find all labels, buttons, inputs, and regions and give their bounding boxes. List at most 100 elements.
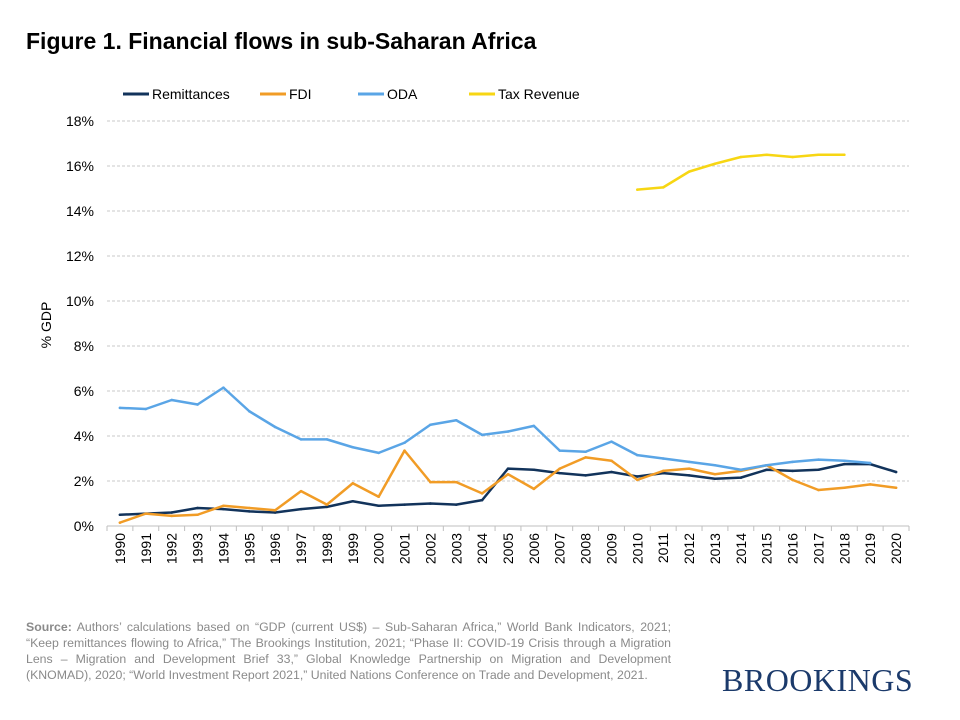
line-chart: Remittances FDI ODA Tax Revenue 0% 2% 4% 6% 8% 1…	[38, 86, 910, 564]
point-oda	[351, 445, 355, 449]
point-remittances	[170, 511, 173, 514]
point-remittances	[351, 499, 355, 503]
x-tick-label: 2000	[371, 533, 387, 564]
x-tick-label: 1995	[241, 533, 257, 564]
source-text: Authors’ calculations based on “GDP (cur…	[26, 620, 671, 682]
point-remittances	[403, 503, 406, 506]
x-tick-label: 1992	[164, 533, 180, 564]
legend-label: FDI	[289, 86, 312, 102]
point-remittances	[377, 504, 380, 508]
point-oda	[739, 468, 743, 472]
point-remittances	[713, 477, 717, 481]
y-axis-ticks: 0% 2% 4% 6% 8% 10% 12% 14% 16% 18%	[66, 113, 94, 534]
point-remittances	[843, 462, 846, 466]
gridlines	[107, 120, 909, 482]
point-fdi	[170, 514, 173, 518]
point-remittances	[325, 505, 329, 509]
legend-item-tax-revenue: Tax Revenue	[469, 86, 580, 102]
legend-item-fdi: FDI	[260, 86, 312, 102]
legend-label: Tax Revenue	[498, 86, 580, 102]
point-remittances	[480, 498, 484, 502]
point-fdi	[351, 481, 355, 485]
point-oda	[687, 460, 691, 464]
point-fdi	[610, 459, 613, 463]
point-fdi	[532, 487, 536, 491]
point-oda	[713, 463, 717, 467]
x-tick-label: 1996	[267, 533, 283, 564]
point-oda	[817, 458, 820, 461]
point-remittances	[532, 468, 536, 472]
point-remittances	[506, 467, 510, 470]
line-oda	[118, 386, 872, 471]
x-tick-label: 1999	[345, 533, 361, 564]
point-remittances	[222, 507, 225, 511]
y-tick-label: 8%	[74, 338, 94, 354]
point-fdi	[584, 456, 587, 459]
point-fdi	[868, 483, 872, 486]
point-oda	[868, 461, 872, 465]
y-tick-label: 18%	[66, 113, 94, 129]
x-tick-label: 2016	[785, 533, 801, 564]
x-tick-label: 1991	[138, 533, 154, 564]
point-remittances	[299, 507, 303, 511]
x-tick-label: 1993	[190, 533, 206, 564]
point-fdi	[273, 508, 277, 512]
point-oda	[506, 430, 510, 433]
point-oda	[325, 438, 329, 441]
point-fdi	[558, 467, 562, 470]
line-fdi	[118, 449, 898, 524]
point-fdi	[480, 492, 484, 495]
x-tick-label: 2006	[526, 533, 542, 564]
point-tax-revenue	[739, 155, 743, 159]
point-tax-revenue	[765, 153, 769, 157]
point-remittances	[894, 470, 898, 474]
point-fdi	[894, 486, 898, 490]
point-remittances	[429, 502, 432, 505]
point-fdi	[687, 467, 691, 470]
point-oda	[247, 409, 251, 413]
x-tick-label: 1994	[215, 533, 231, 564]
point-tax-revenue	[817, 153, 820, 157]
point-oda	[661, 457, 665, 460]
y-tick-label: 12%	[66, 248, 94, 264]
point-fdi	[791, 478, 794, 482]
source-note: Source: Authors’ calculations based on “…	[26, 619, 671, 683]
series-oda	[118, 386, 872, 472]
point-remittances	[584, 474, 587, 477]
point-oda	[403, 441, 406, 445]
point-oda	[377, 451, 380, 455]
point-oda	[170, 398, 173, 402]
x-tick-label: 2008	[578, 533, 594, 564]
y-tick-label: 16%	[66, 158, 94, 174]
point-oda	[610, 440, 613, 443]
x-tick-label: 2007	[552, 533, 568, 564]
point-remittances	[454, 503, 458, 506]
point-fdi	[325, 503, 329, 506]
point-remittances	[273, 511, 277, 514]
point-oda	[144, 407, 148, 411]
point-tax-revenue	[687, 170, 691, 173]
legend-label: Remittances	[152, 86, 230, 102]
line-tax-revenue	[636, 153, 846, 191]
point-oda	[791, 460, 794, 464]
x-tick-label: 2018	[836, 533, 852, 564]
point-fdi	[713, 472, 717, 476]
point-remittances	[687, 474, 691, 477]
point-oda	[765, 463, 769, 467]
y-tick-label: 0%	[74, 518, 94, 534]
brookings-logo: BROOKINGS	[722, 662, 914, 698]
x-tick-label: 1997	[293, 533, 309, 564]
point-oda	[118, 406, 122, 410]
point-remittances	[636, 475, 639, 478]
x-tick-label: 2013	[707, 533, 723, 564]
x-tick-label: 2017	[810, 533, 826, 564]
point-fdi	[817, 488, 820, 492]
point-tax-revenue	[713, 162, 717, 166]
point-oda	[843, 459, 846, 463]
point-fdi	[144, 512, 148, 515]
legend-label: ODA	[387, 86, 418, 102]
y-tick-label: 14%	[66, 203, 94, 219]
point-fdi	[506, 472, 510, 476]
x-tick-label: 1990	[112, 533, 128, 564]
point-oda	[584, 450, 587, 454]
